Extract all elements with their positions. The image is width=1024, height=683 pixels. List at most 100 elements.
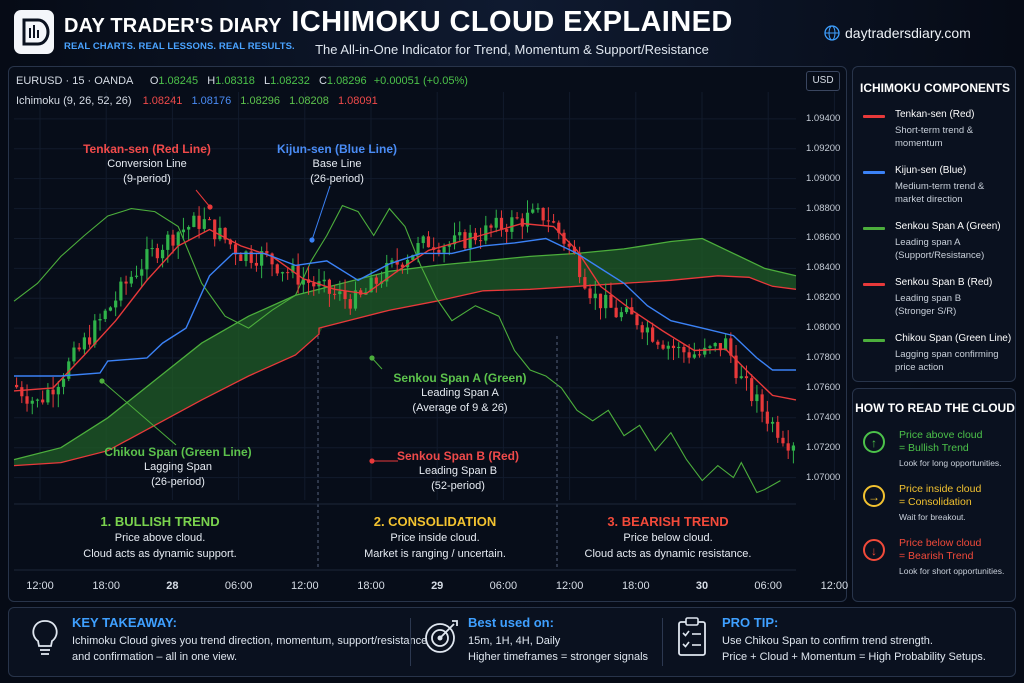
- candle-body: [734, 355, 738, 379]
- candle-body: [114, 300, 118, 308]
- candle-body: [635, 314, 639, 326]
- read-cloud-heading-line1: Price above cloud: [899, 429, 983, 441]
- x-tick-label: 06:00: [754, 580, 782, 592]
- x-tick-label: 18:00: [92, 580, 120, 592]
- candle-body: [531, 209, 535, 213]
- read-cloud-heading-line2: = Bearish Trend: [899, 550, 974, 562]
- indicator-info: Ichimoku (9, 26, 52, 26) 1.08241 1.08176…: [16, 95, 378, 107]
- tenkan-sen-line: [13, 222, 797, 401]
- divider: [662, 618, 663, 666]
- span-b-annotation-line1: Leading Span B: [418, 465, 498, 477]
- candle-body: [67, 361, 71, 379]
- pro-tip-line2: Price + Cloud + Momentum = High Probabil…: [722, 651, 986, 663]
- candle-body: [452, 235, 457, 245]
- candle-body: [46, 389, 50, 403]
- candle-body: [520, 218, 524, 227]
- divider: [410, 618, 411, 666]
- read-cloud-sub: Look for short opportunities.: [899, 566, 1005, 576]
- kijun-annotation: Kijun-sen (Blue Line) Base Line (26-peri…: [262, 142, 412, 187]
- chikou-annotation-title: Chikou Span (Green Line): [104, 445, 252, 459]
- span-b-annotation-line2: (52-period): [431, 480, 485, 492]
- candle-body: [312, 282, 316, 287]
- component-desc-line1: Leading span B: [895, 293, 962, 304]
- read-cloud-heading-line2: = Consolidation: [899, 496, 972, 508]
- candle-body: [598, 293, 603, 309]
- candle-body: [515, 217, 519, 219]
- candle-body: [609, 294, 613, 308]
- phase-consolidation-line2: Market is ranging / uncertain.: [364, 548, 506, 560]
- symbol-line: EURUSD · 15 · OANDA: [16, 75, 133, 87]
- tenkan-pointer-dot: [207, 204, 213, 210]
- component-desc-line2: price action: [895, 362, 944, 373]
- y-tick-label: 1.08000: [806, 322, 841, 334]
- x-tick-label: 12:00: [820, 580, 849, 592]
- website-link[interactable]: daytradersdiary.com: [845, 25, 971, 41]
- candle-body: [541, 207, 545, 221]
- component-color-swatch: [863, 227, 885, 230]
- y-tick-label: 1.08600: [806, 232, 841, 244]
- candle-body: [395, 260, 399, 265]
- globe-icon: [824, 25, 840, 41]
- candle-body: [468, 232, 472, 249]
- brand-tagline: REAL CHARTS. REAL LESSONS. REAL RESULTS.: [64, 41, 295, 52]
- candle-body: [145, 249, 149, 270]
- candle-body: [755, 394, 759, 402]
- indicator-value-tenkan: 1.08241: [142, 95, 183, 107]
- candle-body: [791, 445, 795, 451]
- candle-body: [124, 281, 128, 284]
- best-used-line1: 15m, 1H, 4H, Daily: [468, 635, 561, 647]
- candle-body: [20, 387, 24, 397]
- open-value: 1.08245: [158, 75, 199, 87]
- candle-body: [724, 338, 728, 351]
- candle-body: [61, 378, 66, 387]
- x-tick-label: 28: [166, 580, 179, 592]
- candle-body: [703, 347, 707, 355]
- kijun-pointer-dot: [309, 237, 315, 243]
- candle-body: [265, 251, 269, 254]
- low-label: L: [263, 75, 271, 87]
- change-value: +0.00051 (+0.05%): [373, 75, 468, 87]
- candle-body: [108, 307, 113, 311]
- candle-body: [484, 225, 488, 241]
- candle-body: [525, 212, 530, 227]
- component-desc-line2: momentum: [895, 138, 943, 149]
- component-desc-line1: Leading span A: [895, 237, 961, 248]
- candle-body: [578, 253, 582, 278]
- page-subtitle: The All-in-One Indicator for Trend, Mome…: [315, 42, 709, 57]
- kijun-annotation-title: Kijun-sen (Blue Line): [277, 142, 397, 156]
- phase-bullish-title: 1. BULLISH TREND: [100, 514, 220, 529]
- candle-body: [93, 320, 97, 345]
- chikou-annotation: Chikou Span (Green Line) Lagging Span (2…: [98, 445, 258, 490]
- candle-body: [400, 264, 404, 268]
- tenkan-annotation: Tenkan-sen (Red Line) Conversion Line (9…: [72, 142, 222, 187]
- candle-body: [98, 319, 102, 321]
- chikou-pointer-dot: [99, 378, 105, 384]
- candle-body: [687, 352, 691, 358]
- y-tick-label: 1.09000: [806, 172, 841, 184]
- candle-body: [666, 345, 670, 349]
- lightbulb-icon: [32, 620, 58, 655]
- candle-body: [87, 337, 92, 345]
- candle-body: [348, 299, 352, 309]
- phase-bullish: 1. BULLISH TREND Price above cloud. Clou…: [70, 514, 250, 562]
- candle-body: [671, 345, 676, 349]
- candle-body: [656, 341, 660, 345]
- x-tick-label: 18:00: [622, 580, 650, 592]
- candle-body: [218, 227, 222, 240]
- component-desc-line2: (Support/Resistance): [895, 250, 985, 261]
- candle-body: [166, 234, 170, 250]
- candle-body: [729, 338, 733, 356]
- candle-body: [624, 307, 629, 313]
- span-a-annotation-title: Senkou Span A (Green): [393, 371, 527, 385]
- candle-body: [786, 443, 790, 451]
- phase-bearish-line2: Cloud acts as dynamic resistance.: [584, 548, 752, 560]
- component-name: Tenkan-sen (Red): [895, 109, 975, 120]
- candle-body: [567, 243, 571, 247]
- chikou-annotation-line2: (26-period): [151, 476, 205, 488]
- takeaway-title: KEY TAKEAWAY:: [72, 615, 177, 630]
- component-color-swatch: [863, 115, 885, 118]
- phase-bearish-line1: Price below cloud.: [623, 532, 713, 544]
- candle-body: [223, 227, 227, 240]
- candle-body: [228, 239, 232, 245]
- candle-body: [640, 325, 644, 333]
